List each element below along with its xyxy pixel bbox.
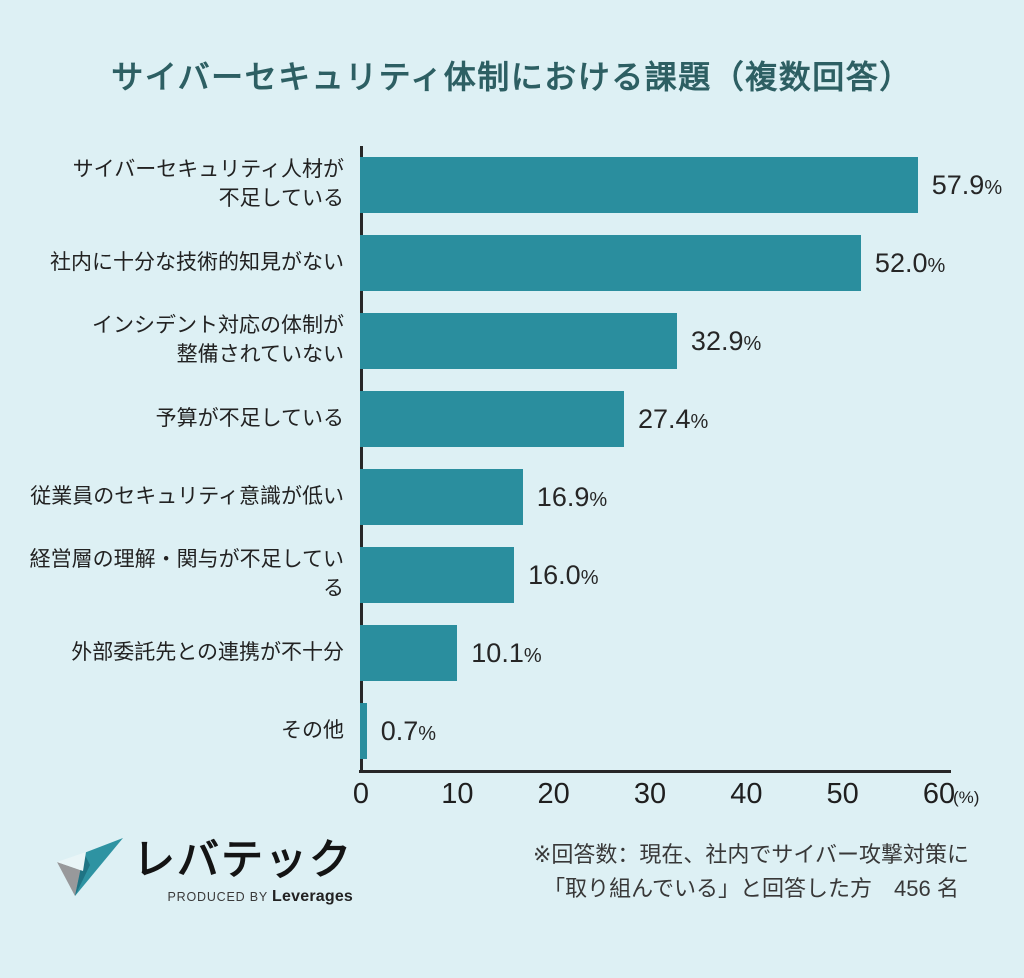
bar-row: 従業員のセキュリティ意識が低い 16.9% [20, 458, 1024, 536]
category-label: その他 [281, 718, 344, 742]
bar-row: インシデント対応の体制が 整備されていない 32.9% [20, 302, 1024, 380]
bar-track: 0.7% [360, 703, 1024, 759]
bar-row: サイバーセキュリティ人材が 不足している 57.9% [20, 146, 1024, 224]
x-tick-label: 40 [730, 778, 763, 810]
company-name: Leverages [272, 887, 354, 905]
footer: レバテック PRODUCED BY Leverages ※回答数：現在、社内でサ… [0, 838, 1024, 906]
value-label: 32.9% [690, 325, 762, 356]
bar-rows: サイバーセキュリティ人材が 不足している 57.9% 社内に十分な技術的知見がない 5… [20, 146, 1024, 770]
value-label: 52.0% [874, 247, 946, 278]
bar-row: 外部委託先との連携が不十分 10.1% [20, 614, 1024, 692]
x-axis-ticks: 0 10 20 30 40 50 60 (%) [353, 778, 980, 818]
bar [360, 313, 677, 369]
logo-text: レバテック PRODUCED BY Leverages [133, 835, 354, 906]
category-label: 経営層の理解・関与が不足している [29, 548, 344, 600]
bar [360, 469, 523, 525]
category-label: インシデント対応の体制が 整備されていない [92, 314, 344, 366]
value-label: 16.0% [528, 559, 599, 590]
x-axis-unit-label: (%) [953, 788, 980, 807]
value-label: 10.1% [471, 637, 542, 668]
category-label: 社内に十分な技術的知見がない [50, 250, 344, 274]
bar [360, 703, 367, 759]
bar-track: 57.9% [360, 157, 1024, 213]
bar-track: 32.9% [360, 313, 1024, 369]
produced-by-label: PRODUCED BY [167, 889, 268, 904]
bar [360, 235, 861, 291]
bar-row: その他 0.7% [20, 692, 1024, 770]
bar [360, 157, 918, 213]
chart-title: サイバーセキュリティ体制における課題（複数回答） [111, 59, 913, 95]
x-tick-label: 30 [633, 778, 667, 810]
category-label: サイバーセキュリティ人材が 不足している [72, 158, 344, 210]
category-label: 予算が不足している [155, 406, 344, 430]
survey-note-line2: 「取り組んでいる」と回答した方 456 名 [543, 876, 959, 902]
value-label: 57.9% [931, 169, 1003, 200]
x-tick-label: 20 [537, 778, 570, 810]
x-tick-label: 10 [441, 778, 474, 810]
x-axis-line [359, 770, 951, 773]
bar-track: 27.4% [360, 391, 1024, 447]
value-label: 27.4% [637, 403, 709, 434]
bar [360, 547, 515, 603]
logo-produced-by: PRODUCED BY Leverages [133, 888, 353, 906]
bar-track: 16.9% [360, 469, 1024, 525]
y-axis-line [360, 146, 363, 773]
bar-chart: サイバーセキュリティ人材が 不足している 57.9% 社内に十分な技術的知見がない 5… [20, 146, 1024, 818]
category-label: 外部委託先との連携が不十分 [71, 640, 344, 664]
bar-track: 52.0% [360, 235, 1024, 291]
bar [360, 391, 624, 447]
category-label: 従業員のセキュリティ意識が低い [30, 484, 344, 508]
bar-track: 10.1% [360, 625, 1024, 681]
x-tick-label: 0 [352, 778, 370, 810]
survey-note-line1: ※回答数：現在、社内でサイバー攻撃対策に [533, 842, 969, 867]
value-label: 0.7% [380, 715, 437, 746]
survey-note: ※回答数：現在、社内でサイバー攻撃対策に 「取り組んでいる」と回答した方 456… [533, 838, 969, 906]
bar-row: 予算が不足している 27.4% [20, 380, 1024, 458]
x-tick-label: 50 [826, 778, 859, 810]
bar-row: 経営層の理解・関与が不足している 16.0% [20, 536, 1024, 614]
x-tick-label: 60 [922, 778, 956, 810]
levtech-logo-mark-icon [57, 838, 123, 897]
bar-track: 16.0% [360, 547, 1024, 603]
bar-row: 社内に十分な技術的知見がない 52.0% [20, 224, 1024, 302]
value-label: 16.9% [536, 481, 608, 512]
logo-brand-text: レバテック [133, 835, 354, 883]
bar [360, 625, 458, 681]
levtech-logo: レバテック PRODUCED BY Leverages [55, 835, 354, 906]
